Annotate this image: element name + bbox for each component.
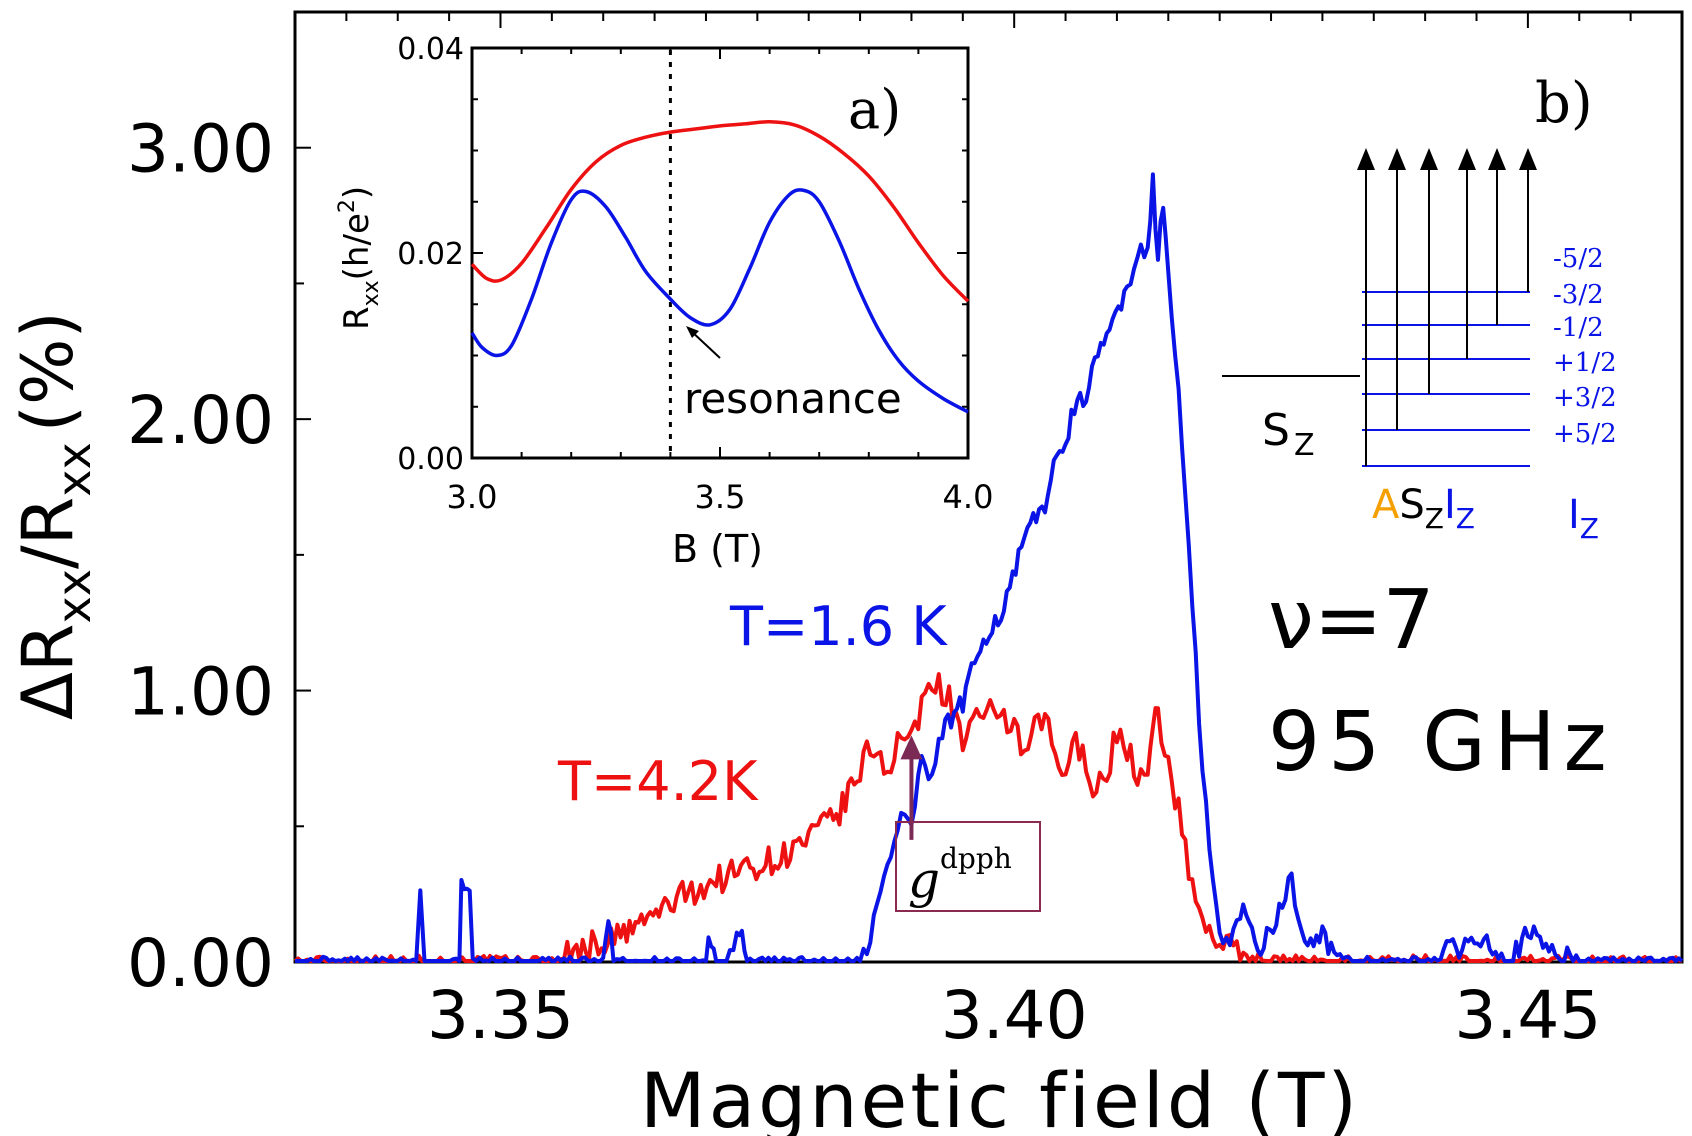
inset-ylabel-sup: 2 — [335, 199, 360, 213]
ylabel-sub-1: xx — [47, 569, 101, 623]
inset-series — [470, 120, 970, 414]
term-s-sub: Z — [1425, 502, 1444, 535]
inset-panel-label: a) — [848, 78, 901, 141]
nuclear-level-label: +5/2 — [1553, 419, 1617, 449]
transition-arrows — [1357, 148, 1537, 466]
inset-a: 0.00 0.02 0.04 3.0 3.5 4.0 resonance a) B (T… — [335, 32, 993, 571]
hyperfine-term: ASZIZ — [1372, 482, 1475, 535]
main-y-tick-label: 0.00 — [127, 925, 274, 1002]
iz-sub: Z — [1580, 512, 1599, 545]
inset-x-ticks: 3.0 3.5 4.0 — [447, 48, 994, 516]
inset-ylabel-unit-close: ) — [337, 186, 377, 199]
main-series — [293, 172, 1684, 963]
iz-label: IZ — [1568, 492, 1599, 545]
g-dpph-marker: g dpph — [895, 735, 1041, 912]
inset-x-tick-label: 3.5 — [695, 478, 746, 516]
transition-arrow-head — [1420, 148, 1438, 170]
term-i-sub: Z — [1456, 502, 1475, 535]
main-x-tick-label: 3.35 — [427, 977, 574, 1054]
main-y-ticks: 0.00 1.00 2.00 3.00 — [127, 11, 311, 1002]
ylabel-sub-2: xx — [47, 442, 101, 496]
main-plot-frame — [293, 10, 1684, 964]
transition-arrow-head — [1388, 148, 1406, 170]
main-y-axis-label: ΔRxx/Rxx(%) — [7, 311, 101, 720]
nuclear-level-label: -5/2 — [1553, 244, 1604, 274]
sz-s: S — [1262, 405, 1290, 456]
main-y-tick-label: 3.00 — [127, 111, 274, 188]
inset-series-line-blue — [470, 188, 969, 414]
inset-y-ticks: 0.00 0.02 0.04 — [397, 32, 968, 477]
sz-sub: Z — [1294, 428, 1315, 463]
transition-arrow-head — [1458, 148, 1476, 170]
main-y-tick-label: 1.00 — [127, 654, 274, 731]
inset-y-tick-label: 0.00 — [397, 442, 464, 477]
inset-x-axis-label: B (T) — [672, 527, 763, 571]
g-dpph-arrow-head — [900, 735, 923, 760]
inset-y-axis-label: Rxx(h/e2) — [335, 186, 384, 330]
inset-ylabel-unit-open: (h/e — [337, 213, 377, 280]
transition-arrow-head — [1357, 148, 1375, 170]
ylabel-percent: (%) — [7, 311, 89, 432]
nuclear-level-label: +3/2 — [1553, 383, 1617, 413]
term-s: S — [1399, 482, 1424, 528]
main-y-tick-label: 2.00 — [127, 382, 274, 459]
inset-x-tick-label: 4.0 — [943, 478, 994, 516]
resonance-arrow-head — [686, 326, 699, 338]
blue-series-label: T=1.6 K — [729, 595, 948, 658]
main-plot: 0.00 1.00 2.00 3.00 3.35 3.40 3.45 Magnetic f… — [7, 10, 1684, 1136]
term-a: A — [1372, 482, 1400, 528]
frequency-label: 95 GHz — [1268, 695, 1615, 790]
resonance-label: resonance — [684, 374, 902, 423]
inset-y-tick-label: 0.04 — [397, 32, 464, 67]
ylabel-over-r: /R — [7, 497, 89, 569]
nuclear-levels: -5/2 -3/2-1/2 +1/2 +3/2 +5/2 — [1362, 244, 1617, 467]
g-dpph-sup: dpph — [940, 842, 1012, 875]
nuclear-level-label: +1/2 — [1553, 348, 1617, 378]
inset-x-tick-label: 3.0 — [447, 478, 498, 516]
panel-b-label: b) — [1535, 71, 1593, 136]
iz-i: I — [1568, 492, 1580, 538]
term-i: I — [1444, 482, 1456, 528]
inset-ylabel-r: R — [337, 306, 377, 330]
nuclear-level-label: -1/2 — [1553, 313, 1604, 343]
g-dpph-g: g — [908, 851, 940, 909]
series-line-t-1-6k — [295, 172, 1684, 963]
main-x-ticks: 3.35 3.40 3.45 — [345, 12, 1683, 1054]
ylabel-delta-r: ΔR — [7, 623, 89, 720]
main-x-tick-label: 3.40 — [941, 977, 1088, 1054]
filling-factor-label: ν=7 — [1268, 573, 1435, 668]
main-x-axis-label: Magnetic field (T) — [640, 1056, 1360, 1136]
inset-ylabel-sub: xx — [359, 280, 384, 306]
transition-arrow-head — [1519, 148, 1537, 170]
red-series-label: T=4.2K — [557, 750, 759, 813]
nuclear-level-label: -3/2 — [1553, 280, 1604, 310]
main-x-tick-label: 3.45 — [1454, 977, 1601, 1054]
g-dpph-box — [895, 821, 1041, 912]
inset-series-line-red — [470, 120, 970, 303]
transition-arrow-head — [1488, 148, 1506, 170]
inset-y-tick-label: 0.02 — [397, 237, 464, 272]
